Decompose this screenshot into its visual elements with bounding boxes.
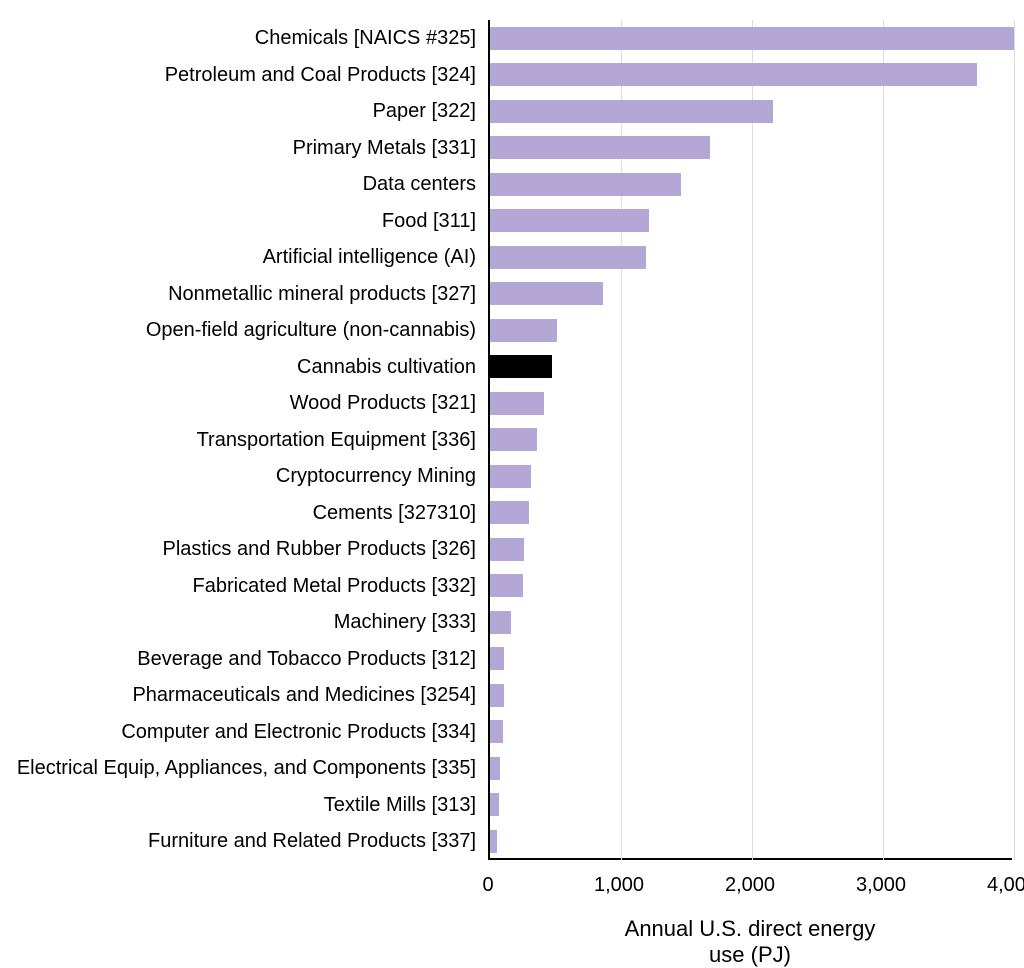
category-label-text: Beverage and Tobacco Products [312] — [137, 648, 476, 670]
x-tick-label: 1,000 — [594, 874, 644, 897]
bar — [490, 830, 497, 853]
bar — [490, 538, 524, 561]
category-label-text: Plastics and Rubber Products [326] — [162, 538, 476, 560]
category-label: Electrical Equip, Appliances, and Compon… — [0, 750, 476, 787]
bar — [490, 246, 646, 269]
category-label-text: Chemicals [NAICS #325] — [255, 27, 476, 49]
category-label-text: Transportation Equipment [336] — [197, 429, 476, 451]
category-label-text: Primary Metals [331] — [293, 137, 476, 159]
category-label-text: Wood Products [321] — [290, 392, 476, 414]
category-label: Fabricated Metal Products [332] — [0, 568, 476, 605]
category-label: Machinery [333] — [0, 604, 476, 641]
bar — [490, 757, 500, 780]
category-label: Cements [327310] — [0, 495, 476, 532]
category-label: Computer and Electronic Products [334] — [0, 714, 476, 751]
category-label: Transportation Equipment [336] — [0, 422, 476, 459]
category-label: Pharmaceuticals and Medicines [3254] — [0, 677, 476, 714]
bar — [490, 136, 710, 159]
category-label-text: Nonmetallic mineral products [327] — [168, 283, 476, 305]
category-label-text: Pharmaceuticals and Medicines [3254] — [132, 684, 476, 706]
category-label-text: Cryptocurrency Mining — [276, 465, 476, 487]
gridline — [883, 20, 884, 860]
category-label: Beverage and Tobacco Products [312] — [0, 641, 476, 678]
bar — [490, 647, 504, 670]
category-label-text: Fabricated Metal Products [332] — [193, 575, 476, 597]
bar — [490, 319, 557, 342]
x-tick-label: 2,000 — [725, 874, 775, 897]
category-label: Cannabis cultivation — [0, 349, 476, 386]
bar — [490, 282, 603, 305]
category-label-text: Data centers — [363, 173, 476, 195]
category-label: Artificial intelligence (AI) — [0, 239, 476, 276]
bar — [490, 100, 773, 123]
category-label: Data centers — [0, 166, 476, 203]
category-label-text: Electrical Equip, Appliances, and Compon… — [17, 757, 476, 779]
x-axis-label: Annual U.S. direct energy use (PJ) — [613, 916, 887, 968]
plot-area — [488, 20, 1012, 860]
category-label-text: Petroleum and Coal Products [324] — [165, 64, 476, 86]
category-label: Open-field agriculture (non-cannabis) — [0, 312, 476, 349]
category-label: Nonmetallic mineral products [327] — [0, 276, 476, 313]
category-label: Petroleum and Coal Products [324] — [0, 57, 476, 94]
bar — [490, 465, 531, 488]
x-tick-label: 0 — [482, 874, 493, 897]
category-label-text: Food [311] — [382, 210, 476, 232]
bar — [490, 611, 511, 634]
category-label: Food [311] — [0, 203, 476, 240]
bar — [490, 684, 504, 707]
category-label-text: Cements [327310] — [313, 502, 476, 524]
category-label: Wood Products [321] — [0, 385, 476, 422]
category-label-text: Textile Mills [313] — [324, 794, 476, 816]
category-label: Furniture and Related Products [337] — [0, 823, 476, 860]
category-label: Paper [322] — [0, 93, 476, 130]
bar — [490, 173, 681, 196]
bar — [490, 501, 529, 524]
x-tick-label: 4,000 — [987, 874, 1024, 897]
category-label-text: Cannabis cultivation — [297, 356, 476, 378]
bar — [490, 574, 523, 597]
bar — [490, 392, 544, 415]
category-label-text: Paper [322] — [373, 100, 476, 122]
bar — [490, 793, 499, 816]
category-label: Cryptocurrency Mining — [0, 458, 476, 495]
bar — [490, 428, 537, 451]
x-tick-label: 3,000 — [856, 874, 906, 897]
bar — [490, 63, 977, 86]
category-label-text: Computer and Electronic Products [334] — [121, 721, 476, 743]
gridline — [1014, 20, 1015, 860]
category-label: Primary Metals [331] — [0, 130, 476, 167]
category-label: Textile Mills [313] — [0, 787, 476, 824]
bar — [490, 720, 503, 743]
gridline — [752, 20, 753, 860]
category-label-text: Artificial intelligence (AI) — [263, 246, 476, 268]
category-label-text: Open-field agriculture (non-cannabis) — [146, 319, 476, 341]
energy-use-bar-chart: Chemicals [NAICS #325] Petroleum and Coal… — [0, 0, 1024, 961]
bar — [490, 27, 1014, 50]
category-label: Chemicals [NAICS #325] — [0, 20, 476, 57]
bar — [490, 209, 649, 232]
category-label-text: Machinery [333] — [334, 611, 476, 633]
category-label-text: Furniture and Related Products [337] — [148, 830, 476, 852]
bar-highlighted — [490, 355, 552, 378]
category-label: Plastics and Rubber Products [326] — [0, 531, 476, 568]
